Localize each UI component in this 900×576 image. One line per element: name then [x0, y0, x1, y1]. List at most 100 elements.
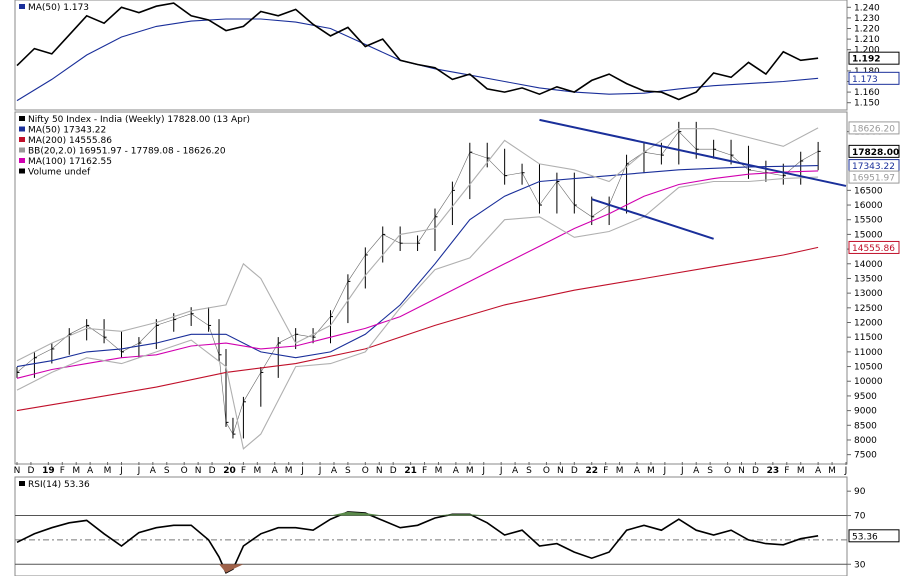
y-tick-label: 15000 [854, 230, 883, 240]
rsi-overbought-fill [17, 511, 819, 516]
y-tick-label: 1.240 [854, 3, 880, 13]
price-tag: 1.192 [848, 51, 900, 65]
x-tick-label: M [616, 466, 624, 476]
x-tick-label: F [422, 466, 427, 476]
x-tick-label: M [435, 466, 443, 476]
price-tag-box [848, 71, 900, 85]
x-tick-label: M [797, 466, 805, 476]
x-tick-label: O [362, 466, 369, 476]
x-tick-label: M [828, 466, 836, 476]
x-tick-label: M [72, 466, 80, 476]
y-tick-label: 70 [854, 512, 866, 522]
price-tag-label: 1.192 [852, 55, 880, 65]
legend-entry: RSI(14) 53.36 [28, 480, 90, 490]
upper-trendline [539, 118, 847, 187]
legend-entry: MA(100) 17162.55 [28, 157, 112, 167]
relative-strength-ma-50-line [16, 18, 819, 102]
y-tick-label: 8000 [854, 436, 877, 446]
x-tick-label: S [164, 466, 170, 476]
rsi-rsi-14-line [16, 511, 819, 574]
legend-swatch [19, 126, 25, 132]
legend-entry: MA(50) 1.173 [28, 3, 89, 13]
y-tick-label: 10500 [854, 363, 883, 373]
y-tick-label: 12000 [854, 319, 883, 329]
x-tick-label: J [318, 466, 322, 476]
y-tick-label: 13500 [854, 274, 883, 284]
y-tick-label: 11500 [854, 333, 883, 343]
y-tick-label: 7500 [854, 451, 877, 461]
x-tick-label: N [376, 466, 383, 476]
x-tick-label: 20 [223, 466, 236, 476]
price-tag: 1.173 [848, 71, 900, 85]
x-tick-label: N [557, 466, 564, 476]
y-tick-label: 11000 [854, 348, 883, 358]
y-tick-label: 90 [854, 487, 866, 497]
price-tag-label: 17343.22 [852, 162, 895, 172]
price-tag-label: 53.36 [852, 532, 878, 542]
lower-trendline [591, 198, 714, 240]
rsi-oversold-fill [17, 564, 819, 573]
rsi-panel [16, 511, 819, 574]
legend-swatch [19, 116, 25, 121]
x-tick-label: J [499, 466, 503, 476]
x-tick-label: A [453, 466, 460, 476]
y-tick-label: 14000 [854, 260, 883, 270]
x-tick-label: 22 [585, 466, 598, 476]
price-tag: 53.36 [848, 529, 900, 543]
y-tick-label: 10000 [854, 377, 883, 387]
x-tick-label: N [738, 466, 745, 476]
x-tick-label: 21 [404, 466, 417, 476]
price-tag-box [848, 51, 900, 65]
y-tick-label: 1.210 [854, 35, 880, 45]
x-tick-label: F [603, 466, 608, 476]
y-tick-label: 30 [854, 560, 866, 570]
x-tick-label: A [693, 466, 700, 476]
y-tick-label: 15500 [854, 216, 883, 226]
legend-swatch [19, 158, 25, 163]
rs-panel-frame [14, 0, 848, 111]
x-tick-label: D [571, 466, 578, 476]
x-tick-label: J [680, 466, 684, 476]
x-tick-label: O [543, 466, 550, 476]
x-tick-label: F [241, 466, 246, 476]
price-tag-box [848, 144, 900, 158]
x-tick-label: S [345, 466, 351, 476]
x-tick-label: J [119, 466, 123, 476]
y-tick-label: 1.150 [854, 99, 880, 109]
legend-swatch [19, 137, 25, 142]
price-tag-label: 14555.86 [852, 244, 895, 254]
y-tick-label: 1.230 [854, 14, 880, 24]
rsi-panel-frame [14, 476, 848, 576]
x-tick-label: 23 [767, 466, 780, 476]
x-tick-label: D [390, 466, 397, 476]
price-tag: 18626.20 [848, 121, 900, 135]
price-tag-label: 18626.20 [852, 124, 895, 134]
x-tick-label: S [707, 466, 713, 476]
x-tick-label: S [526, 466, 532, 476]
x-tick-label: M [647, 466, 655, 476]
x-tick-label: M [104, 466, 112, 476]
x-axis: N D 19 F M A M J J A S O N D 20 F M A M J J A S O N D 21 F M A M J J A S O N… [14, 462, 847, 476]
x-tick-label: 19 [42, 466, 55, 476]
x-tick-label: O [181, 466, 188, 476]
y-tick-label: 13000 [854, 289, 883, 299]
legend-entry: MA(50) 17343.22 [28, 126, 106, 136]
price-bb-upper-line [16, 127, 819, 362]
x-tick-label: A [512, 466, 519, 476]
relative-strength-ratio-line [16, 2, 819, 101]
legend-entry: Nifty 50 Index - India (Weekly) 17828.00… [28, 115, 250, 125]
y-tick-label: 12500 [854, 304, 883, 314]
rs-panel [16, 2, 819, 102]
x-tick-label: J [137, 466, 141, 476]
x-tick-label: D [752, 466, 759, 476]
x-tick-label: D [209, 466, 216, 476]
price-tag: 16951.97 [848, 170, 900, 184]
price-tag-box [848, 170, 900, 184]
price-tag-box [848, 121, 900, 135]
x-tick-label: M [253, 466, 261, 476]
price-panel [16, 121, 821, 450]
y-tick-label: 16000 [854, 201, 883, 211]
price-bb-lower-line [16, 176, 819, 450]
y-tick-label: 8500 [854, 421, 877, 431]
